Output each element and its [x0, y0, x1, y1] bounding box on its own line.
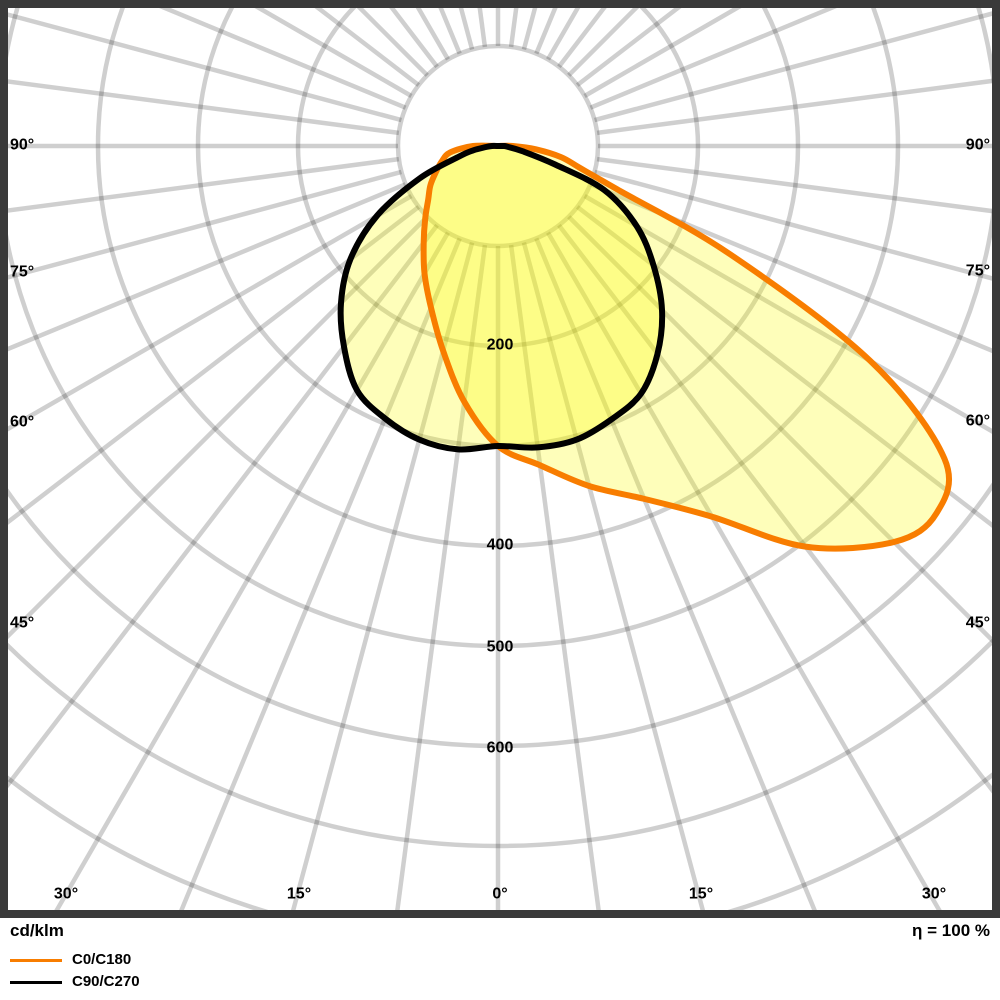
intensity-ring-label: 500 [487, 639, 514, 656]
gamma-angle-tick-label: 45° [966, 615, 990, 632]
gamma-angle-tick-label: 60° [10, 414, 34, 431]
efficiency-label: η = 100 % [912, 921, 990, 940]
gamma-angle-tick-label: 90° [10, 137, 34, 154]
gamma-angle-tick-label: 30° [922, 886, 946, 903]
legend-item-c90-c270: C90/C270 [10, 973, 140, 990]
gamma-angle-tick-label: 0° [492, 886, 507, 903]
gamma-angle-tick-label: 75° [10, 264, 34, 281]
unit-label: cd/klm [10, 921, 64, 940]
gamma-angle-tick-label: 75° [966, 263, 990, 280]
intensity-ring-label: 400 [487, 537, 514, 554]
legend-label: C90/C270 [72, 973, 140, 990]
legend-swatch [10, 980, 62, 984]
gamma-angle-tick-label: 45° [10, 615, 34, 632]
gamma-angle-tick-label: 90° [966, 137, 990, 154]
gamma-angle-tick-label: 60° [966, 413, 990, 430]
legend-item-c0-c180: C0/C180 [10, 951, 132, 968]
intensity-ring-label: 200 [487, 337, 514, 354]
gamma-angle-tick-label: 30° [54, 886, 78, 903]
gamma-angle-tick-label: 15° [689, 886, 713, 903]
legend-label: C0/C180 [72, 951, 132, 968]
gamma-angle-tick-label: 15° [287, 886, 311, 903]
intensity-ring-label: 600 [487, 740, 514, 757]
legend-swatch [10, 958, 62, 962]
